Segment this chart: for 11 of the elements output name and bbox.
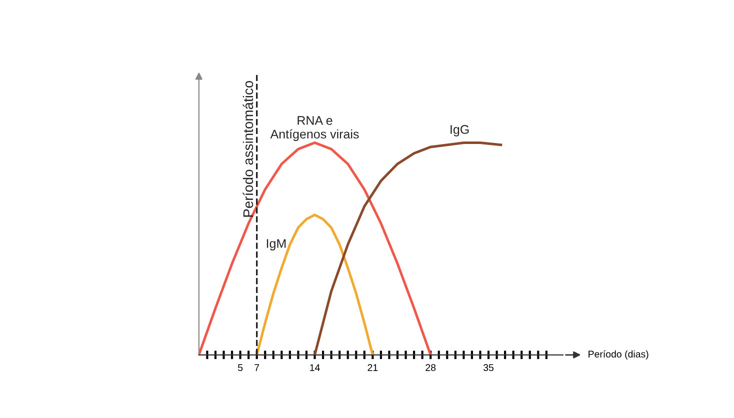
x-tick-label: 5 (238, 364, 243, 372)
x-axis-title: Período (dias) (588, 350, 648, 360)
series-label: RNA e Antígenos virais (270, 116, 359, 142)
x-tick-label: 7 (254, 364, 260, 371)
series-label: IgM (266, 239, 286, 250)
x-tick-label: 14 (310, 364, 320, 371)
series-label: IgG (450, 125, 469, 136)
x-tick-label: 35 (483, 364, 494, 372)
ref-line-label: Período assintomático (242, 80, 254, 217)
x-tick-label: 28 (426, 364, 436, 372)
x-tick-label: 21 (368, 364, 378, 371)
